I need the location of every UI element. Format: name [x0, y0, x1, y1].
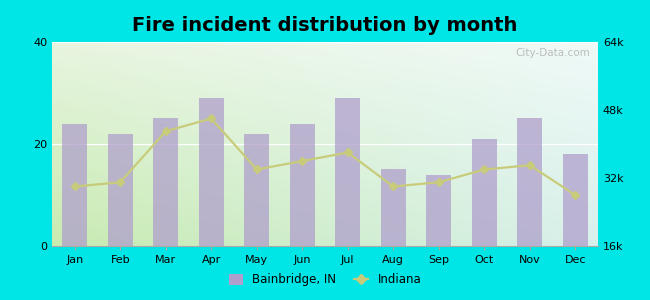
Bar: [426, 175, 451, 246]
Title: Fire incident distribution by month: Fire incident distribution by month: [133, 16, 517, 35]
Bar: [290, 124, 315, 246]
Bar: [108, 134, 133, 246]
Bar: [244, 134, 269, 246]
Bar: [517, 118, 542, 246]
Bar: [472, 139, 497, 246]
Bar: [199, 98, 224, 246]
Bar: [381, 169, 406, 246]
Legend: Bainbridge, IN, Indiana: Bainbridge, IN, Indiana: [224, 269, 426, 291]
Text: City-Data.com: City-Data.com: [515, 48, 590, 58]
Bar: [335, 98, 360, 246]
Bar: [62, 124, 87, 246]
Bar: [153, 118, 178, 246]
Bar: [563, 154, 588, 246]
